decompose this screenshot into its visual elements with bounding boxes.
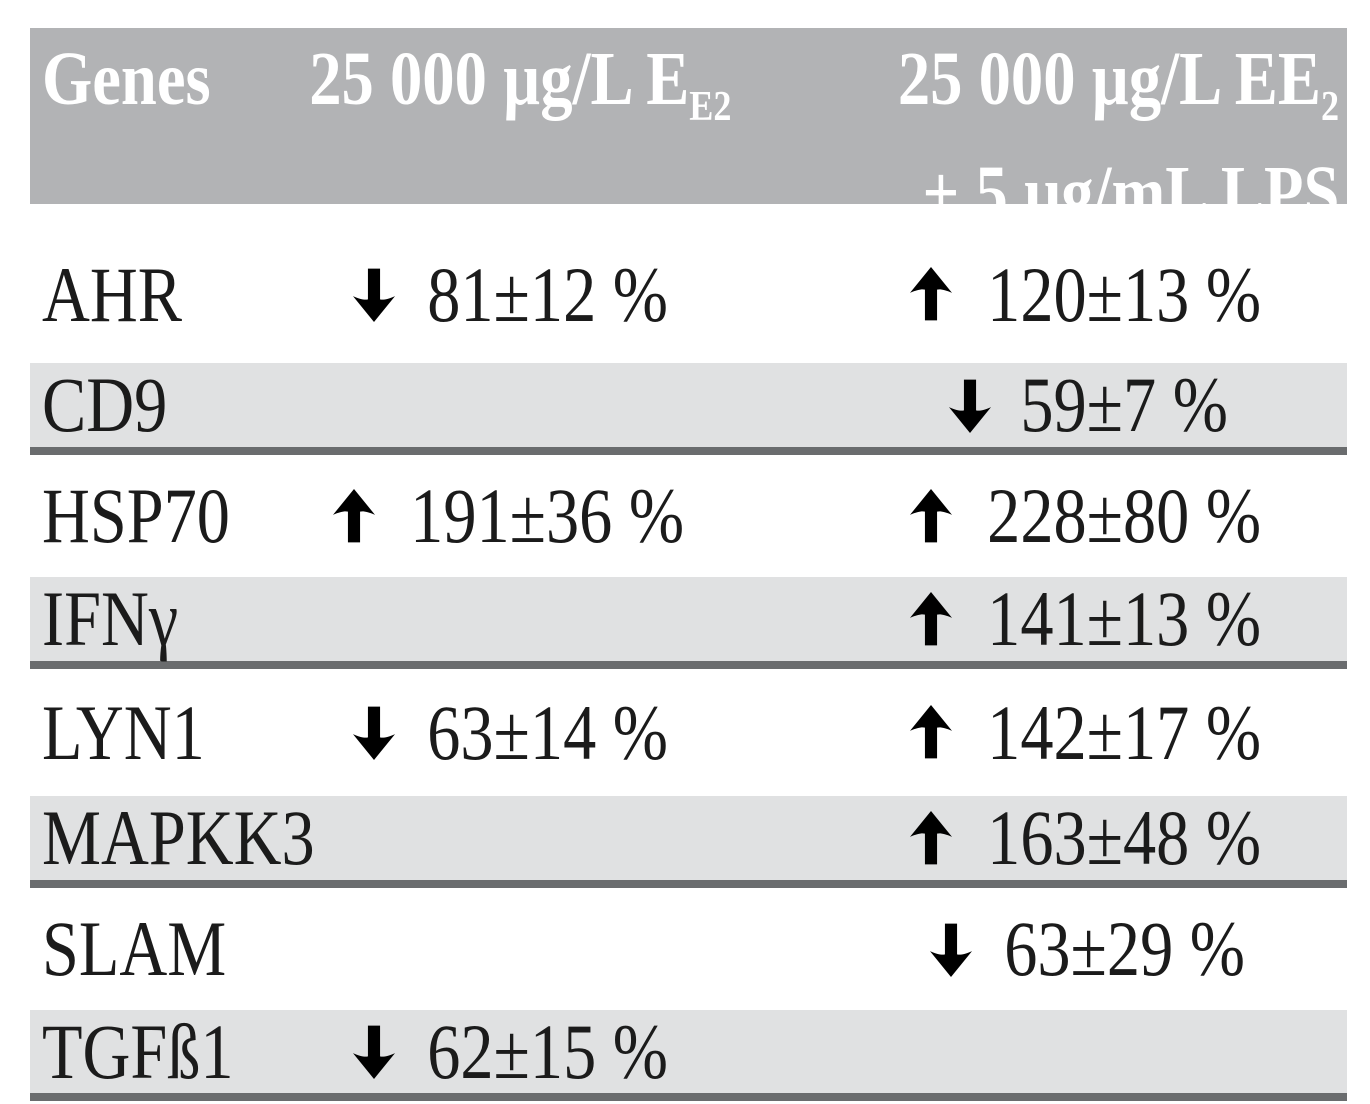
col-header-ee2-lps: 25 000 µg/L EE2 + 5 µg/mL LPS [760,36,1347,236]
gene-name: AHR [42,250,182,338]
e2-header-subscript: E2 [688,83,732,131]
ee2-lps-value: 142±17 % [987,688,1262,776]
table-row-ifng: IFNγ 141±13 % [30,574,1347,669]
ee2-lps-value: 63±29 % [1004,905,1245,992]
up-arrow-icon [910,267,953,321]
ee2-lps-value: 141±13 % [987,575,1262,662]
table-row-ahr: AHR 81±12 % 120±13 % [30,204,1347,363]
e2-value: 63±14 % [427,688,668,776]
table-row-slam: SLAM 63±29 % [30,888,1347,1010]
genes-header-label: Genes [42,37,211,121]
gene-cell: TGFß1 [30,1007,280,1097]
gene-cell: HSP70 [30,471,280,561]
gene-cell: IFNγ [30,574,280,664]
up-arrow-icon [910,705,953,759]
ee2-lps-value: 120±13 % [987,250,1262,338]
gene-cell: SLAM [30,904,280,994]
ee2-header-label: 25 000 µg/L EE [897,37,1321,121]
gene-cell: AHR [30,250,280,340]
ee2-lps-value-cell: 120±13 % [760,250,1347,340]
lps-header-label: + 5 µg/mL LPS [922,151,1339,236]
e2-value: 191±36 % [410,472,685,559]
gene-name: IFNγ [42,575,179,662]
e2-value-cell: 63±14 % [280,688,760,778]
down-arrow-icon [352,706,395,760]
col-header-e2: 25 000 µg/L EE2 [280,36,760,150]
gene-name: MAPKK3 [42,794,315,881]
table-row-cd9: CD9 59±7 % [30,360,1347,455]
down-arrow-icon [352,268,395,322]
ee2-lps-value-cell: 141±13 % [760,574,1347,664]
e2-value: 81±12 % [427,250,668,338]
table-row-mapkk3: MAPKK3 163±48 % [30,793,1347,888]
down-arrow-icon [949,379,992,433]
e2-value-cell: 81±12 % [280,250,760,340]
ee2-lps-value: 163±48 % [987,794,1262,881]
gene-cell: MAPKK3 [30,793,315,883]
col-header-genes: Genes [30,36,280,122]
ee2-lps-value-cell: 163±48 % [760,793,1347,883]
down-arrow-icon [352,1025,395,1079]
down-arrow-icon [929,923,972,977]
e2-value-cell: 191±36 % [280,471,760,561]
up-arrow-icon [910,810,953,864]
table-row-hsp70: HSP70 191±36 % 228±80 % [30,455,1347,577]
gene-name: LYN1 [42,688,205,776]
table: Genes 25 000 µg/L EE2 25 000 µg/L EE2 + … [30,28,1347,1101]
table-row-lyn1: LYN1 63±14 % 142±17 % [30,669,1347,796]
up-arrow-icon [333,488,376,542]
gene-cell: CD9 [30,360,280,450]
ee2-lps-value: 59±7 % [1020,361,1229,448]
e2-value-cell: 62±15 % [280,1007,760,1097]
gene-name: CD9 [42,361,168,448]
up-arrow-icon [910,488,953,542]
gene-name: SLAM [42,905,227,992]
gene-name: TGFß1 [42,1007,234,1095]
table-row-tgfb1: TGFß1 62±15 % [30,1007,1347,1101]
gene-cell: LYN1 [30,688,280,778]
e2-header-label: 25 000 µg/L E [308,37,689,121]
ee2-lps-value-cell: 59±7 % [760,360,1347,450]
ee2-header-subscript: 2 [1320,83,1339,131]
ee2-lps-value-cell: 228±80 % [760,471,1347,561]
ee2-lps-value: 228±80 % [987,472,1262,559]
ee2-lps-value-cell: 63±29 % [760,904,1347,994]
gene-name: HSP70 [42,472,230,559]
e2-value: 62±15 % [427,1007,668,1095]
ee2-lps-value-cell: 142±17 % [760,688,1347,778]
header-row: Genes 25 000 µg/L EE2 25 000 µg/L EE2 + … [30,28,1347,235]
up-arrow-icon [910,591,953,645]
